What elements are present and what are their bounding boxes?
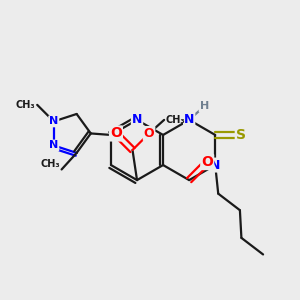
Text: N: N: [184, 113, 194, 126]
Text: CH₃: CH₃: [40, 160, 60, 170]
Text: CH₃: CH₃: [166, 115, 185, 125]
Text: N: N: [210, 158, 220, 172]
Text: S: S: [236, 128, 246, 142]
Text: O: O: [110, 126, 122, 140]
Text: N: N: [49, 140, 58, 151]
Text: H: H: [200, 101, 209, 111]
Text: O: O: [201, 155, 213, 169]
Text: N: N: [49, 116, 58, 126]
Text: CH₃: CH₃: [16, 100, 36, 110]
Text: N: N: [132, 113, 142, 126]
Text: O: O: [144, 127, 154, 140]
